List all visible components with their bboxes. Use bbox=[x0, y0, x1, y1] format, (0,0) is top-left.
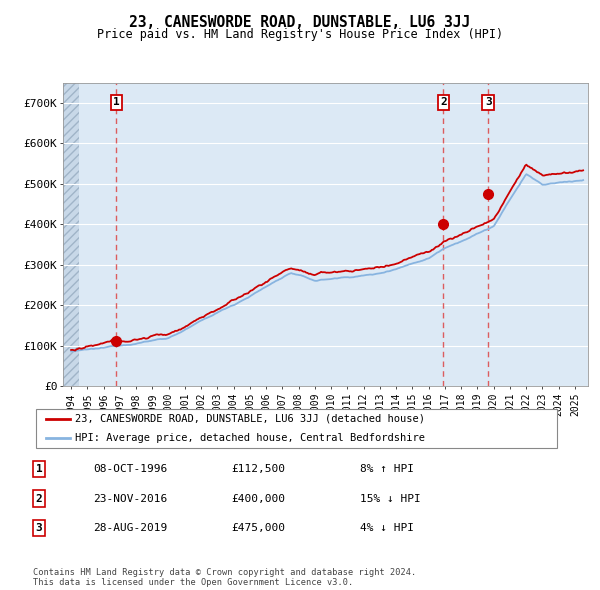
Text: 8% ↑ HPI: 8% ↑ HPI bbox=[360, 464, 414, 474]
Text: Price paid vs. HM Land Registry's House Price Index (HPI): Price paid vs. HM Land Registry's House … bbox=[97, 28, 503, 41]
Text: £112,500: £112,500 bbox=[231, 464, 285, 474]
Text: £475,000: £475,000 bbox=[231, 523, 285, 533]
Text: 1: 1 bbox=[113, 97, 120, 107]
Text: 23-NOV-2016: 23-NOV-2016 bbox=[93, 494, 167, 503]
Text: 3: 3 bbox=[485, 97, 491, 107]
Text: Contains HM Land Registry data © Crown copyright and database right 2024.
This d: Contains HM Land Registry data © Crown c… bbox=[33, 568, 416, 587]
Text: 4% ↓ HPI: 4% ↓ HPI bbox=[360, 523, 414, 533]
Text: £400,000: £400,000 bbox=[231, 494, 285, 503]
Text: 3: 3 bbox=[35, 523, 43, 533]
Text: 2: 2 bbox=[35, 494, 43, 503]
Text: 15% ↓ HPI: 15% ↓ HPI bbox=[360, 494, 421, 503]
Text: 23, CANESWORDE ROAD, DUNSTABLE, LU6 3JJ (detached house): 23, CANESWORDE ROAD, DUNSTABLE, LU6 3JJ … bbox=[75, 414, 425, 424]
Text: 2: 2 bbox=[440, 97, 447, 107]
Text: 1: 1 bbox=[35, 464, 43, 474]
Text: 23, CANESWORDE ROAD, DUNSTABLE, LU6 3JJ: 23, CANESWORDE ROAD, DUNSTABLE, LU6 3JJ bbox=[130, 15, 470, 30]
Text: 28-AUG-2019: 28-AUG-2019 bbox=[93, 523, 167, 533]
FancyBboxPatch shape bbox=[35, 409, 557, 448]
Text: 08-OCT-1996: 08-OCT-1996 bbox=[93, 464, 167, 474]
Text: HPI: Average price, detached house, Central Bedfordshire: HPI: Average price, detached house, Cent… bbox=[75, 433, 425, 443]
